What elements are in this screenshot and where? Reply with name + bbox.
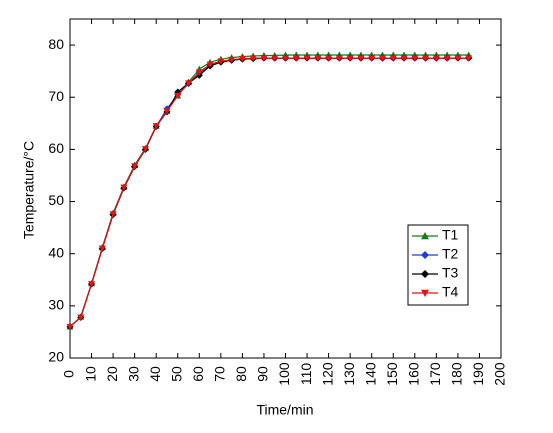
series-marker [141,146,149,153]
y-tick-label: 30 [48,297,64,313]
legend-label: T4 [442,284,459,300]
x-tick-label: 0 [61,370,77,378]
x-tick-label: 180 [449,362,465,386]
series-marker [303,55,311,62]
series-marker [378,55,386,62]
y-tick-label: 40 [48,244,64,260]
x-tick-label: 140 [362,362,378,386]
series-marker [454,55,462,62]
legend-label: T1 [442,227,459,243]
x-tick-label: 50 [168,366,184,382]
series-marker [325,55,333,62]
series-marker [400,55,408,62]
series-marker [411,55,419,62]
legend-marker [421,251,429,259]
x-tick-label: 90 [255,366,271,382]
series-marker [260,55,268,62]
x-tick-label: 190 [470,362,486,386]
series-marker [465,55,473,62]
series-marker [163,108,171,115]
x-tick-label: 20 [104,366,120,382]
series-marker [98,245,106,252]
x-tick-label: 170 [427,362,443,386]
series-marker [357,55,365,62]
plot-frame [69,18,502,359]
series-marker [238,55,246,63]
y-tick-label: 80 [48,36,64,52]
series-marker [109,211,117,218]
legend-label: T2 [442,246,459,262]
series-marker [292,55,300,62]
series-marker [368,55,376,62]
x-tick-label: 40 [147,366,163,382]
series-marker [77,314,85,321]
legend-marker [421,270,429,278]
series-marker [185,80,193,87]
x-tick-label: 160 [406,362,422,386]
series-marker [335,55,343,62]
x-tick-label: 80 [233,366,249,382]
series-marker [346,55,354,62]
series-marker [443,55,451,62]
legend-marker [421,232,429,240]
x-tick-label: 120 [319,362,335,386]
x-tick-label: 110 [298,363,314,386]
x-tick-label: 150 [384,362,400,386]
series-marker [314,55,322,62]
series-marker [152,123,160,130]
series-marker [217,58,225,65]
series-marker [120,184,128,191]
x-tick-label: 30 [125,366,141,382]
series-marker [174,92,182,100]
x-tick-label: 70 [212,366,228,382]
series-marker [432,55,440,62]
series-marker [228,56,236,64]
series-marker [422,55,430,62]
y-axis-label: Temperature/°C [21,141,37,239]
legend-box [407,224,469,306]
legend-label: T3 [442,265,459,281]
y-tick-label: 60 [48,140,64,156]
series-marker [389,55,397,62]
x-tick-label: 200 [492,362,508,386]
y-tick-label: 20 [48,349,64,365]
series-marker [271,55,279,62]
series-marker [206,61,214,68]
series-marker [66,323,74,331]
y-tick-label: 70 [48,88,64,104]
series-marker [282,55,289,62]
x-tick-label: 60 [190,366,206,382]
series-marker [88,281,96,288]
y-tick-label: 50 [48,192,64,208]
x-tick-label: 10 [82,366,98,382]
x-tick-label: 100 [276,362,292,386]
x-tick-label: 130 [341,362,357,386]
series-marker [195,69,203,76]
x-axis-label: Time/min [256,402,313,418]
series-marker [131,163,139,170]
series-marker [249,55,257,62]
legend-marker [421,289,429,297]
